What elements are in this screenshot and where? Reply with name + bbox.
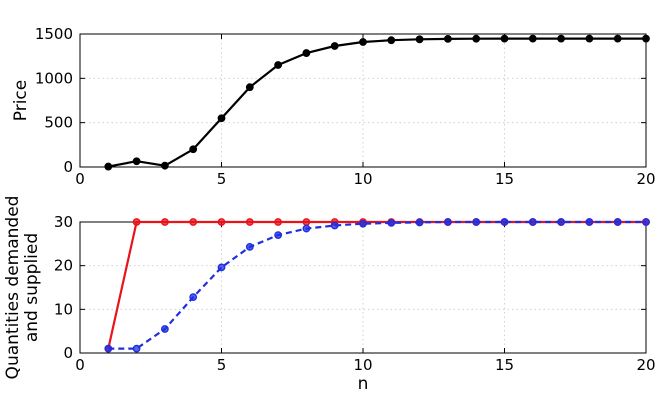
data-point: [557, 218, 565, 226]
x-tick-label: 5: [217, 170, 227, 188]
series-line: [108, 220, 646, 350]
data-point: [528, 218, 537, 226]
data-point: [189, 218, 198, 226]
data-point: [189, 145, 198, 154]
y-tick-label: 30: [54, 213, 73, 231]
data-point: [585, 34, 594, 43]
data-point: [642, 218, 650, 226]
data-point: [132, 157, 141, 166]
data-point: [274, 231, 282, 240]
y-tick-label: 0: [63, 344, 73, 362]
y-axis-label: Price: [11, 80, 31, 121]
x-tick-label: 5: [217, 356, 227, 374]
price-chart-panel: 0 5 10 15 20 0 500 1000 1500 Price: [11, 25, 656, 188]
axes-frame: [79, 221, 647, 354]
data-point: [642, 34, 650, 43]
data-point: [387, 218, 396, 227]
data-point: [302, 218, 311, 226]
x-tick-label: 15: [495, 356, 514, 374]
y-tick-label: 1000: [35, 69, 73, 87]
data-point: [330, 42, 339, 50]
data-point: [359, 219, 367, 228]
data-point: [245, 83, 254, 92]
data-point: [387, 36, 396, 45]
y-axis-label: Quantities demandedand supplied: [3, 196, 42, 380]
data-point: [245, 218, 254, 226]
x-tick-label: 20: [636, 356, 655, 374]
data-point: [443, 218, 452, 226]
data-point: [443, 34, 452, 43]
y-tick-label: 0: [63, 158, 73, 176]
data-point: [500, 34, 509, 43]
data-point: [217, 218, 226, 226]
data-point: [415, 35, 424, 44]
data-point: [245, 242, 254, 251]
data-point: [104, 344, 113, 353]
data-point: [217, 114, 226, 123]
data-point: [472, 34, 481, 43]
data-point: [613, 218, 622, 226]
data-point: [472, 218, 481, 226]
data-point: [160, 325, 169, 333]
x-tick-label: 10: [353, 356, 372, 374]
data-point: [415, 218, 424, 227]
x-tick-label: 10: [353, 170, 372, 188]
data-point: [217, 263, 226, 272]
data-point: [302, 224, 311, 233]
x-axis-label: n: [358, 374, 369, 394]
data-point: [330, 221, 339, 230]
data-point: [500, 218, 509, 226]
data-point: [274, 61, 282, 69]
data-point: [132, 344, 141, 353]
y-axis-label-line: Quantities demanded: [3, 196, 23, 380]
data-point: [189, 293, 198, 302]
data-point: [359, 38, 367, 46]
x-tick-label: 0: [75, 170, 85, 188]
x-tick-label: 20: [636, 170, 655, 188]
x-tick-label: 15: [495, 170, 514, 188]
data-point: [132, 218, 141, 226]
data-point: [104, 162, 113, 171]
y-tick-label: 10: [54, 300, 73, 318]
x-tick-label: 0: [75, 356, 85, 374]
data-point: [585, 218, 594, 226]
quantities-chart-panel: 0 5 10 15 20 0 10 20 30 Quantities demandedand su…: [3, 196, 656, 394]
data-point: [528, 34, 537, 43]
data-point: [557, 34, 565, 43]
y-tick-label: 500: [44, 114, 73, 132]
data-point: [274, 218, 282, 226]
series-line: [108, 37, 646, 168]
y-tick-label: 1500: [35, 25, 73, 43]
data-point: [160, 218, 169, 226]
data-point: [302, 49, 311, 57]
data-point: [613, 34, 622, 43]
y-tick-label: 20: [54, 257, 73, 275]
y-axis-label-line: and supplied: [22, 233, 42, 342]
data-point: [160, 161, 169, 170]
series-line: [107, 220, 646, 349]
